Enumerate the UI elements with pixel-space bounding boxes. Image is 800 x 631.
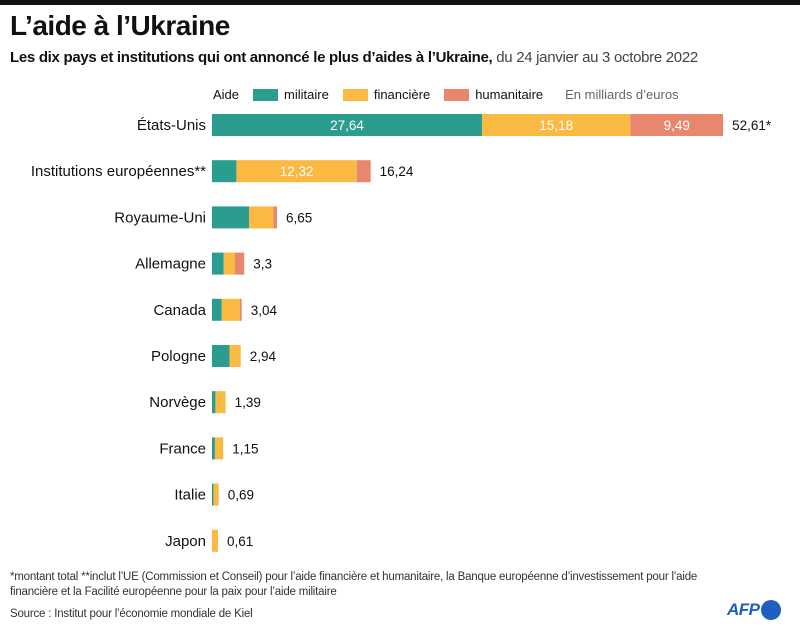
category-label: États-Unis: [137, 117, 206, 134]
bar-segment-humanitaire: [630, 114, 724, 136]
segment-value-label: 15,18: [539, 118, 573, 133]
bar-segment-militaire: [212, 252, 224, 275]
bar-segment-financière: [213, 483, 219, 506]
chart-subtitle: Les dix pays et institutions qui ont ann…: [10, 49, 698, 66]
legend-prefix: Aide: [213, 87, 240, 102]
category-label: Royaume-Uni: [114, 209, 206, 226]
legend: Aide militaire financière humanitaire En…: [213, 87, 679, 102]
subtitle-date-range: du 24 janvier au 3 octobre 2022: [492, 49, 698, 66]
legend-label-militaire: militaire: [284, 87, 329, 102]
bar-segment-financière: [221, 298, 240, 321]
segment-value-label: 9,49: [664, 118, 690, 133]
bar-segment-financière: [212, 529, 218, 552]
total-value-label: 3,04: [251, 303, 278, 318]
bar-segment-militaire: [212, 437, 215, 460]
bar-segment-militaire: [212, 206, 250, 229]
bar-segment-financière: [223, 252, 235, 275]
bar-group: Royaume-Uni 6,65: [114, 206, 312, 229]
legend-swatch-militaire: [253, 88, 279, 101]
bar-group: Japon 0,61: [165, 529, 253, 552]
bar-segment-militaire: [212, 483, 214, 506]
legend-label-financiere: financière: [373, 87, 431, 102]
bar-segment-financière: [236, 160, 357, 183]
total-value-label: 0,61: [227, 534, 253, 549]
top-rule: [0, 0, 800, 5]
legend-label-humanitaire: humanitaire: [475, 87, 544, 102]
category-label: Canada: [153, 302, 206, 319]
stacked-bar-chart: États-Unis 27,64 15,18 9,49 52,61* Institutio…: [31, 114, 772, 552]
bar-group: États-Unis 27,64 15,18 9,49 52,61*: [137, 114, 772, 136]
bar-group: Italie 0,69: [174, 483, 254, 506]
total-value-label: 0,69: [228, 488, 254, 503]
total-value-label: 2,94: [250, 349, 277, 364]
legend-swatch-humanitaire: [444, 88, 470, 101]
segment-value-label: 12,32: [280, 164, 314, 179]
bar-segment-financière: [249, 206, 274, 229]
total-value-label: 16,24: [380, 164, 414, 179]
bar-segment-militaire: [212, 160, 237, 183]
subtitle-bold: Les dix pays et institutions qui ont ann…: [10, 49, 493, 66]
bar-group: Norvège 1,39: [149, 391, 261, 414]
bar-segment-financière: [214, 437, 224, 460]
bar-segment-humanitaire: [239, 298, 242, 321]
bar-segment-militaire: [212, 298, 222, 321]
afp-logo-text: AFP: [727, 600, 760, 619]
bar-segment-financière: [229, 345, 241, 367]
category-label: France: [159, 440, 206, 457]
bar-segment-militaire: [212, 345, 230, 367]
bar-segment-militaire: [212, 391, 216, 414]
category-label: Institutions européennes**: [31, 163, 206, 180]
afp-logo-dot: [760, 600, 781, 620]
bar-segment-militaire: [212, 114, 483, 136]
footnote: *montant total **inclut l’UE (Commission…: [10, 571, 698, 598]
total-value-label: 52,61*: [732, 118, 772, 133]
total-value-label: 6,65: [286, 210, 312, 225]
bar-segment-financière: [482, 114, 631, 136]
bar-group: Canada 3,04: [153, 298, 278, 321]
category-label: Italie: [174, 487, 206, 504]
category-label: Pologne: [151, 348, 206, 365]
category-label: Allemagne: [135, 256, 206, 273]
total-value-label: 3,3: [253, 257, 272, 272]
bar-segment-humanitaire: [273, 206, 277, 229]
chart-title: L’aide à l’Ukraine: [10, 10, 230, 41]
bar-segment-humanitaire: [234, 252, 245, 275]
total-value-label: 1,39: [235, 395, 261, 410]
afp-logo: AFP: [727, 600, 781, 620]
legend-unit: En milliards d’euros: [565, 87, 679, 102]
bar-group: France 1,15: [159, 437, 259, 460]
legend-swatch-financiere: [342, 88, 368, 101]
bar-group: Pologne 2,94: [151, 345, 277, 367]
total-value-label: 1,15: [232, 441, 258, 456]
category-label: Norvège: [149, 394, 206, 411]
bar-group: Institutions européennes** 12,32 16,24: [31, 160, 414, 183]
source-note: Source : Institut pour l’économie mondia…: [10, 608, 253, 620]
bar-segment-financière: [215, 391, 226, 414]
segment-value-label: 27,64: [330, 118, 364, 133]
bar-segment-humanitaire: [356, 160, 371, 183]
category-label: Japon: [165, 533, 206, 550]
bar-group: Allemagne 3,3: [135, 252, 272, 275]
